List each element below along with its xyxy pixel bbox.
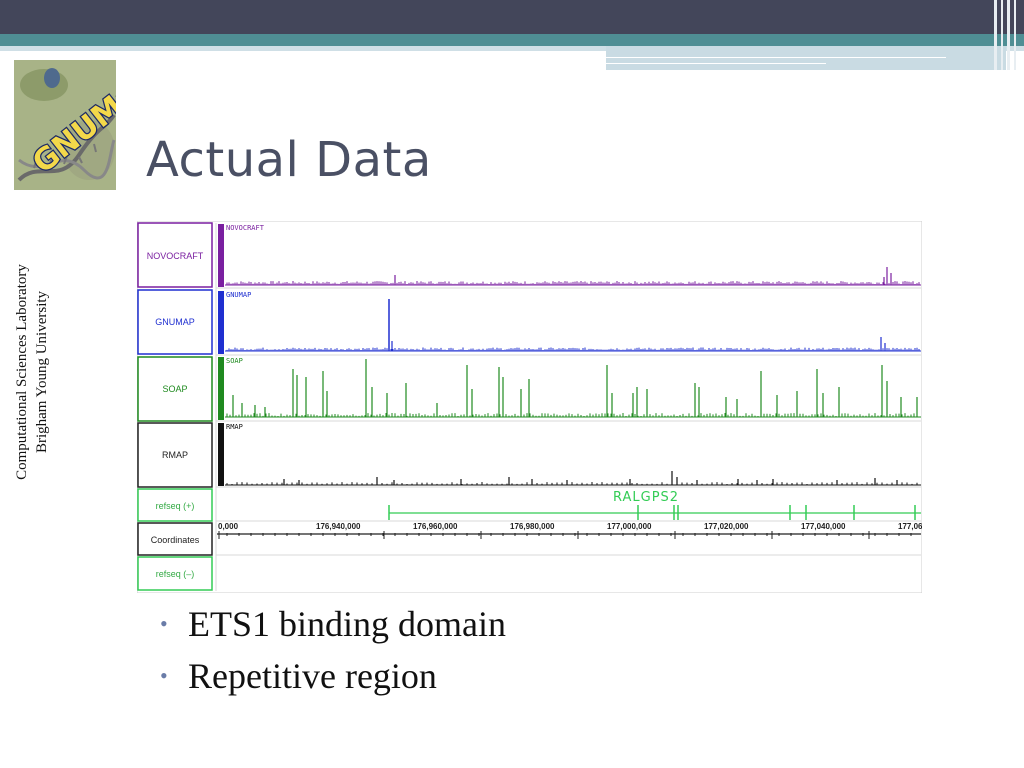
track-label-rmap[interactable]: RMAP: [137, 422, 213, 488]
bullet-dot-icon: •: [160, 611, 168, 636]
novocraft-signal: [225, 267, 921, 286]
bullet-text: Repetitive region: [188, 656, 437, 696]
ruler-label: 176,960,000: [413, 522, 458, 531]
bullet-item: • Repetitive region: [160, 652, 506, 704]
page-title: Actual Data: [146, 132, 432, 188]
soap-signal: [225, 359, 921, 418]
ruler-label: 177,040,000: [801, 522, 846, 531]
gene-name: RALGPS2: [613, 490, 679, 505]
track-color-bar: [218, 224, 224, 287]
header-decor-stripes: [992, 0, 1024, 70]
track-label-text: Coordinates: [151, 535, 200, 545]
header-accent-band: [0, 34, 1024, 46]
ruler-label: 177,000,000: [607, 522, 652, 531]
track-label-text: RMAP: [162, 450, 188, 460]
ruler-label: 177,020,000: [704, 522, 749, 531]
track-color-bar: [218, 291, 224, 354]
side-affiliation: Computational Sciences Laboratory Brigha…: [12, 122, 64, 622]
track-tag: NOVOCRAFT: [226, 224, 265, 232]
header-band: [0, 0, 1024, 34]
track-color-bar: [218, 423, 224, 486]
track-label-text: GNUMAP: [155, 317, 195, 327]
gene-model-ralgps2[interactable]: RALGPS2: [388, 490, 921, 520]
track-label-text: refseq (–): [156, 569, 195, 579]
bullet-dot-icon: •: [160, 663, 168, 688]
track-label-gnumap[interactable]: GNUMAP: [137, 289, 213, 355]
header-light-band: [0, 46, 1024, 51]
genome-browser: NOVOCRAFT GNUMAP SOAP RMAP refseq (+) Co…: [137, 221, 922, 593]
side-line-university: Brigham Young University: [34, 290, 50, 454]
header-decor-block: [606, 46, 1006, 70]
ruler-label: 176,980,000: [510, 522, 555, 531]
ruler-label: 177,060,000: [898, 522, 922, 531]
track-label-refseq-minus[interactable]: refseq (–): [137, 556, 213, 591]
track-label-novocraft[interactable]: NOVOCRAFT: [137, 222, 213, 288]
ruler-label: 176,940,000: [316, 522, 361, 531]
track-tag: GNUMAP: [226, 291, 251, 299]
track-label-coordinates[interactable]: Coordinates: [137, 522, 213, 556]
bullet-item: • ETS1 binding domain: [160, 600, 506, 652]
side-line-lab: Computational Sciences Laboratory: [14, 264, 30, 480]
gnumap-signal: [225, 299, 921, 352]
gnumap-logo: GNUMap: [14, 60, 116, 190]
coordinate-ruler: 0,000 176,940,000 176,960,000 176,980,000 17…: [217, 522, 922, 539]
track-label-text: refseq (+): [156, 501, 195, 511]
ruler-label: 0,000: [218, 522, 239, 531]
track-label-soap[interactable]: SOAP: [137, 356, 213, 422]
track-label-refseq-plus[interactable]: refseq (+): [137, 488, 213, 522]
rmap-signal: [225, 471, 921, 486]
track-label-text: NOVOCRAFT: [147, 251, 204, 261]
track-color-bar: [218, 357, 224, 420]
track-tag: SOAP: [226, 357, 243, 365]
bullet-list: • ETS1 binding domain • Repetitive region: [160, 600, 506, 704]
bullet-text: ETS1 binding domain: [188, 604, 506, 644]
track-tag: RMAP: [226, 423, 243, 431]
track-label-text: SOAP: [162, 384, 187, 394]
